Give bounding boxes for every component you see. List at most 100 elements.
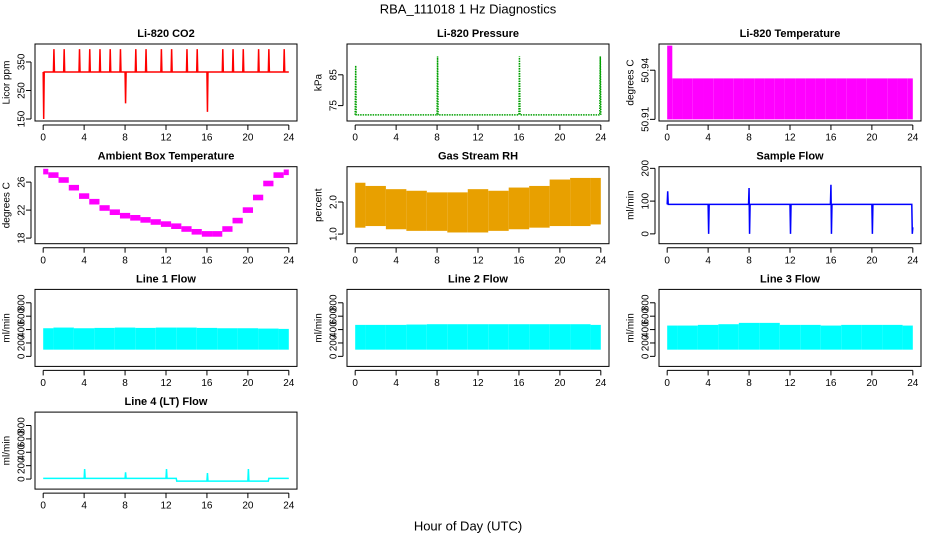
data-band [467,189,489,233]
y-tick-label: 400 [641,321,652,338]
data-band [130,215,141,221]
plot-frame [658,43,922,122]
x-tick-label: 12 [472,378,484,389]
data-band [754,78,765,120]
data-band [882,324,903,350]
x-tick-label: 24 [283,378,295,389]
x-tick-label: 0 [664,255,670,266]
data-band [119,212,131,219]
y-tick-label: 200 [17,334,28,351]
data-band [815,78,826,120]
x-tick-label: 12 [784,378,796,389]
data-band [861,324,883,350]
data-band [191,229,202,235]
x-tick-label: 20 [866,133,878,144]
data-band [570,177,591,227]
data-band [263,180,274,187]
y-tick-label: 150 [17,110,28,127]
plot-frame [346,288,610,367]
y-axis-label: degrees C [626,59,637,105]
x-tick-label: 12 [160,501,172,512]
figure-title: RBA_111018 1 Hz Diagnostics [380,1,557,16]
x-tick-label: 24 [595,255,607,266]
data-band [738,322,760,350]
panel-title: Line 4 (LT) Flow [125,396,208,408]
x-tick-label: 4 [81,378,87,389]
data-band [764,78,775,120]
plot-frame [658,288,922,367]
panel-title: Gas Stream RH [438,151,518,163]
x-tick-label: 8 [746,133,752,144]
data-band [355,324,366,350]
x-tick-label: 12 [160,133,172,144]
x-tick-label: 8 [122,133,128,144]
y-tick-label: 0 [17,476,28,482]
y-tick-label: 200 [329,334,340,351]
data-band [150,219,161,225]
x-tick-label: 12 [784,133,796,144]
data-band [784,78,796,120]
data-band [201,231,213,237]
x-tick-label: 24 [907,378,919,389]
x-tick-label: 4 [705,133,711,144]
y-tick-label: 800 [17,417,28,434]
y-tick-label: 50.94 [641,57,652,82]
data-band [140,217,151,223]
data-line [43,468,289,482]
x-tick-label: 8 [746,378,752,389]
x-tick-label: 8 [434,378,440,389]
y-tick-label: 600 [641,307,652,324]
data-band [677,325,698,350]
data-band [155,327,177,350]
data-band [242,207,253,213]
panel-title: Line 1 Flow [136,273,196,285]
data-band [99,205,110,211]
plot-frame [34,43,298,122]
plot-frame [346,166,610,245]
x-tick-label: 24 [283,501,295,512]
y-tick-label: 400 [329,321,340,338]
data-band [109,209,120,215]
data-band [820,325,842,350]
data-band [252,194,264,201]
data-line [666,184,914,234]
panel-title: Sample Flow [756,151,824,163]
y-tick-label: 200 [641,160,652,177]
x-tick-label: 0 [40,378,46,389]
data-band [385,189,407,230]
y-axis-label: ml/min [2,436,13,465]
data-band [549,179,571,227]
data-band [406,324,427,350]
y-tick-label: 26 [17,176,28,188]
y-tick-label: 1.0 [329,227,340,241]
plot-frame [346,43,610,122]
data-band [160,221,172,227]
data-band [385,324,407,350]
data-band [58,177,69,183]
data-band [43,328,54,350]
data-band [488,324,509,350]
x-tick-label: 0 [40,255,46,266]
x-tick-label: 20 [554,255,566,266]
y-tick-label: 600 [17,307,28,324]
x-tick-label: 4 [81,255,87,266]
y-tick-label: 350 [17,53,28,70]
x-tick-label: 8 [746,255,752,266]
y-tick-label: 600 [329,307,340,324]
y-tick-label: 85 [329,69,340,81]
data-band [902,325,913,350]
data-band [232,217,243,224]
plot-frame [34,411,298,490]
data-band [682,78,693,120]
x-tick-label: 24 [283,255,295,266]
data-band [529,324,550,350]
data-line [42,49,289,120]
plot-frame [658,166,922,245]
data-band [135,327,156,350]
y-tick-label: 400 [17,321,28,338]
data-band [856,78,867,120]
x-tick-label: 24 [595,378,607,389]
x-tick-label: 16 [513,133,525,144]
y-tick-label: 250 [17,82,28,99]
